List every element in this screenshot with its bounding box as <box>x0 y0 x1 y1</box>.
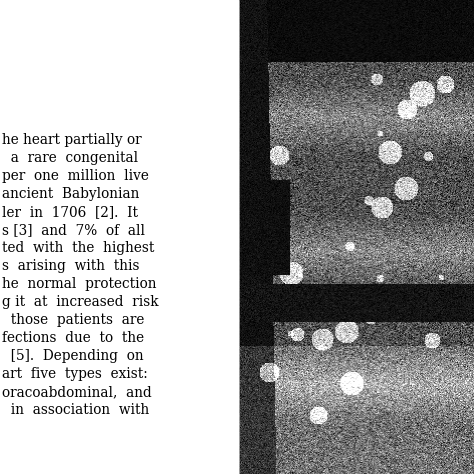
Text: a  rare  congenital: a rare congenital <box>2 151 138 165</box>
Text: art  five  types  exist:: art five types exist: <box>2 367 148 381</box>
Text: in  association  with: in association with <box>2 403 150 417</box>
Text: s  arising  with  this: s arising with this <box>2 259 140 273</box>
Text: per  one  million  live: per one million live <box>2 169 149 183</box>
Text: g it  at  increased  risk: g it at increased risk <box>2 295 159 309</box>
Text: ler  in  1706  [2].  It: ler in 1706 [2]. It <box>2 205 138 219</box>
Text: s [3]  and  7%  of  all: s [3] and 7% of all <box>2 223 146 237</box>
Text: ancient  Babylonian: ancient Babylonian <box>2 187 140 201</box>
Text: he heart partially or: he heart partially or <box>2 133 142 147</box>
Text: he  normal  protection: he normal protection <box>2 277 157 291</box>
Text: oracoabdominal,  and: oracoabdominal, and <box>2 385 152 399</box>
Text: fections  due  to  the: fections due to the <box>2 331 145 345</box>
Text: [5].  Depending  on: [5]. Depending on <box>2 349 144 363</box>
Text: those  patients  are: those patients are <box>2 313 145 327</box>
Text: ted  with  the  highest: ted with the highest <box>2 241 155 255</box>
